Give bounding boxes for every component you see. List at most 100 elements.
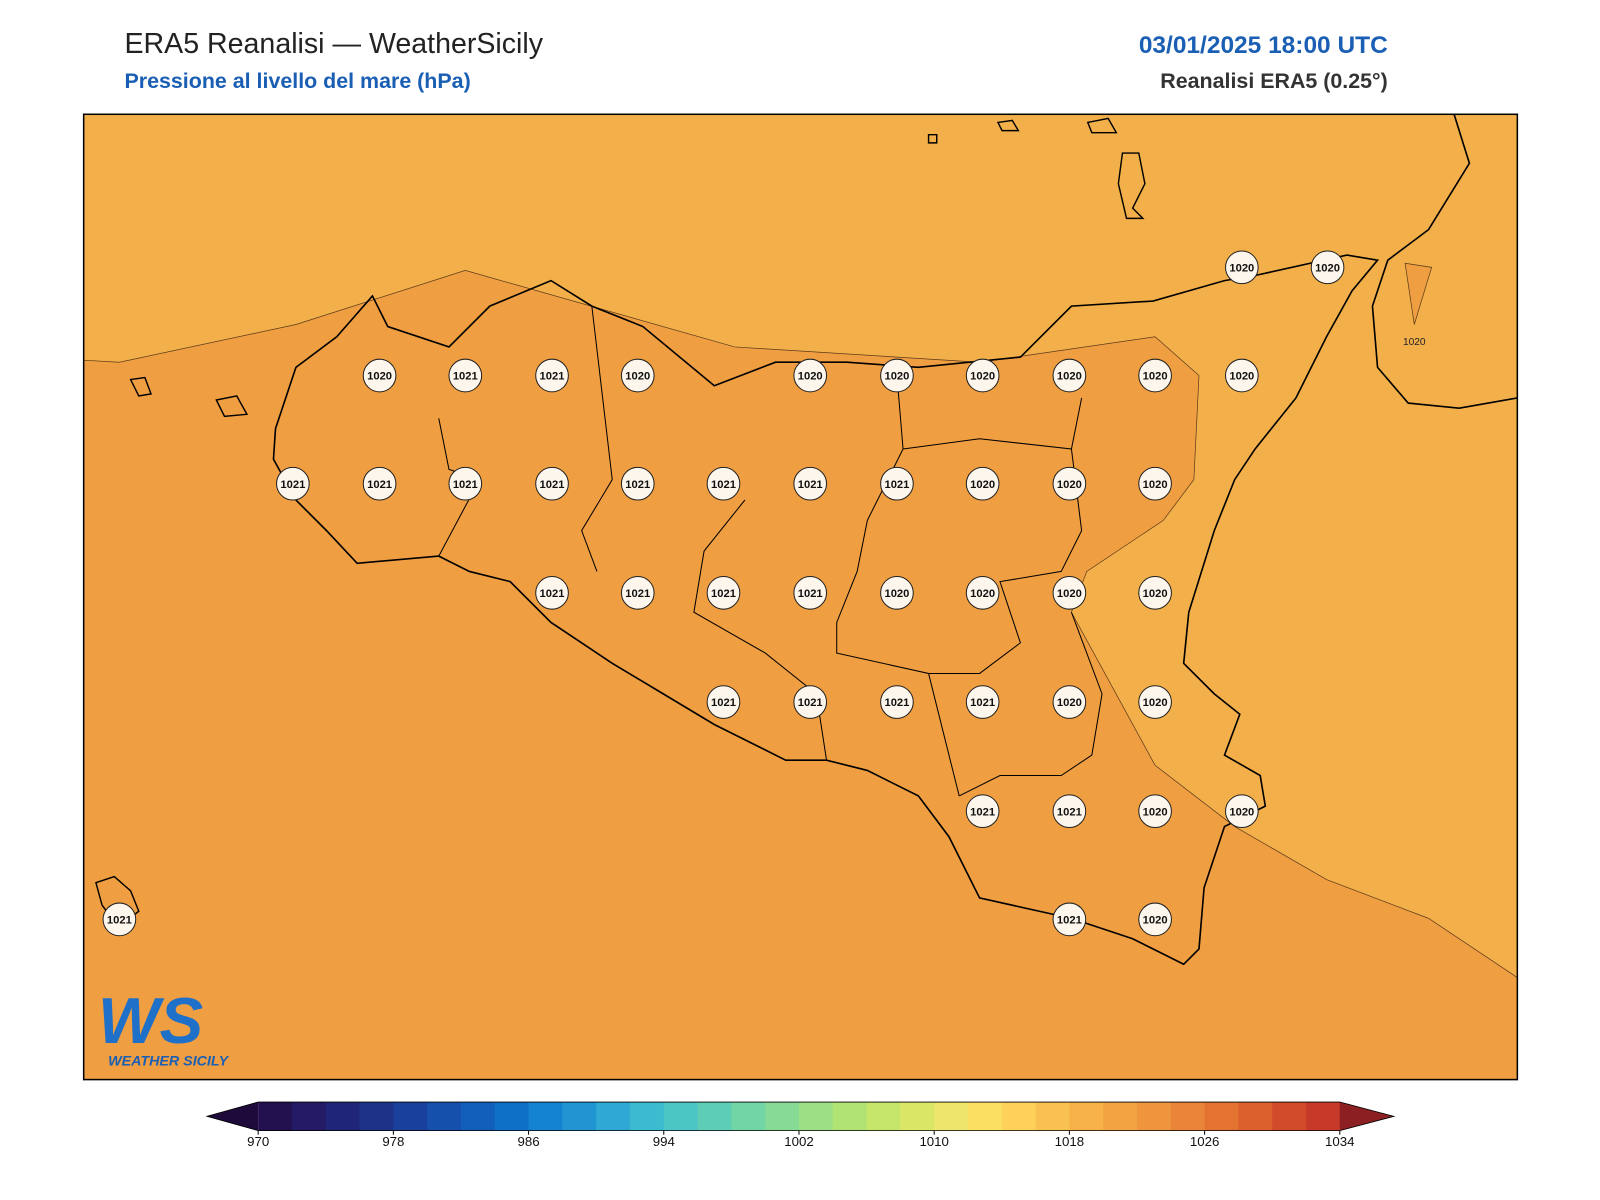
- colorbar-segment: [1272, 1102, 1307, 1131]
- station-marker: [1138, 794, 1172, 829]
- station-value: 1020: [1143, 588, 1168, 600]
- station-value: 1021: [367, 479, 392, 491]
- station-marker: [1225, 794, 1259, 829]
- station-value: 1020: [625, 371, 650, 383]
- station-value: 1020: [1229, 262, 1254, 274]
- station-value: 1021: [711, 697, 736, 709]
- colorbar-segment: [900, 1102, 935, 1131]
- colorbar-segment: [460, 1102, 496, 1131]
- colorbar-tick-label: 1002: [784, 1134, 813, 1149]
- station-marker: [362, 358, 397, 393]
- colorbar-segment: [1170, 1102, 1206, 1131]
- station-value: 1021: [711, 479, 736, 491]
- station-value: 1020: [1057, 479, 1082, 491]
- station-value: 1020: [884, 588, 909, 600]
- source: Reanalisi ERA5 (0.25°): [1160, 69, 1387, 93]
- station-marker: [965, 576, 1000, 610]
- island: [95, 117, 1146, 929]
- station-value: 1021: [453, 479, 478, 491]
- logo-text: WEATHER SICILY: [108, 1053, 229, 1069]
- colorbar-segment: [596, 1102, 631, 1131]
- station-marker: [965, 358, 1000, 393]
- colorbar-segment: [629, 1102, 665, 1131]
- station-marker: [1138, 358, 1172, 393]
- station-value: 1021: [798, 588, 823, 600]
- station-value: 1021: [1057, 914, 1082, 926]
- colorbar-segment: [1069, 1102, 1104, 1131]
- colorbar-segment: [663, 1102, 699, 1131]
- colorbar-segment: [494, 1102, 530, 1131]
- colorbar-segment: [967, 1102, 1003, 1131]
- subtitle: Pressione al livello del mare (hPa): [124, 69, 470, 93]
- station-marker: [1052, 685, 1087, 719]
- colorbar-tick-label: 1034: [1325, 1134, 1354, 1149]
- station-value: 1020: [1057, 697, 1082, 709]
- station-value: 1021: [1057, 806, 1082, 818]
- station-marker: [276, 466, 310, 501]
- colorbar-under: [207, 1102, 259, 1131]
- colorbar-tick-label: 1018: [1055, 1134, 1084, 1149]
- station-marker: [1052, 902, 1087, 937]
- colorbar-segment: [798, 1102, 834, 1131]
- station-marker: [1052, 466, 1087, 501]
- station-marker: [793, 576, 828, 610]
- contour-area: [1404, 262, 1433, 325]
- station-marker: [1138, 902, 1172, 937]
- station-marker: [793, 685, 828, 719]
- colorbar-segment: [427, 1102, 462, 1131]
- colorbar-segment: [1001, 1102, 1037, 1131]
- station-value: 1020: [367, 371, 392, 383]
- colorbar-segment: [528, 1102, 563, 1131]
- station-value: 1021: [884, 697, 909, 709]
- station-value: 1020: [970, 588, 995, 600]
- colorbar-tick-label: 994: [653, 1134, 675, 1149]
- colorbar-segment: [258, 1102, 293, 1131]
- contour-label: 1020: [1403, 337, 1426, 348]
- station-value: 1021: [625, 479, 650, 491]
- station-value: 1021: [798, 697, 823, 709]
- colorbar-segment: [1103, 1102, 1138, 1131]
- station-marker: [620, 576, 655, 610]
- station-value: 1020: [1143, 371, 1168, 383]
- station-marker: [706, 685, 741, 719]
- colorbar-segment: [1238, 1102, 1273, 1131]
- station-marker: [102, 902, 137, 937]
- colorbar-segment: [1035, 1102, 1070, 1131]
- station-value: 1020: [1143, 914, 1168, 926]
- station-value: 1020: [1229, 806, 1254, 818]
- contour-area: [83, 113, 1518, 979]
- station-value: 1021: [107, 914, 132, 926]
- colorbar-segment: [291, 1102, 327, 1131]
- station-value: 1021: [625, 588, 650, 600]
- station-marker: [965, 466, 1000, 501]
- colorbar-segment: [393, 1102, 428, 1131]
- station-value: 1020: [884, 371, 909, 383]
- logo: WS WEATHER SICILY: [98, 984, 230, 1069]
- coastline: [272, 254, 1380, 966]
- coastline: [1371, 114, 1518, 409]
- station-value: 1021: [970, 806, 995, 818]
- station-marker: [1310, 250, 1345, 285]
- station-marker: [706, 466, 741, 501]
- colorbar-tick-label: 1026: [1190, 1134, 1219, 1149]
- station-marker: [880, 576, 914, 610]
- colorbar-segment: [832, 1102, 868, 1131]
- station-marker: [880, 466, 914, 501]
- station-marker: [880, 685, 914, 719]
- colorbar-tick-label: 1010: [919, 1134, 948, 1149]
- station-marker: [1052, 576, 1087, 610]
- station-marker: [1052, 794, 1087, 829]
- station-value: 1021: [798, 479, 823, 491]
- station-marker: [793, 358, 828, 393]
- station-marker: [535, 576, 569, 610]
- station-value: 1020: [1143, 697, 1168, 709]
- station-marker: [1138, 576, 1172, 610]
- station-marker: [1225, 250, 1259, 285]
- station-value: 1020: [970, 371, 995, 383]
- colorbar-segment: [1136, 1102, 1172, 1131]
- colorbar-tick-label: 978: [382, 1134, 404, 1149]
- logo-mark: WS: [98, 984, 203, 1057]
- station-value: 1020: [1315, 262, 1340, 274]
- colorbar-segment: [765, 1102, 800, 1131]
- colorbar-segment: [934, 1102, 969, 1131]
